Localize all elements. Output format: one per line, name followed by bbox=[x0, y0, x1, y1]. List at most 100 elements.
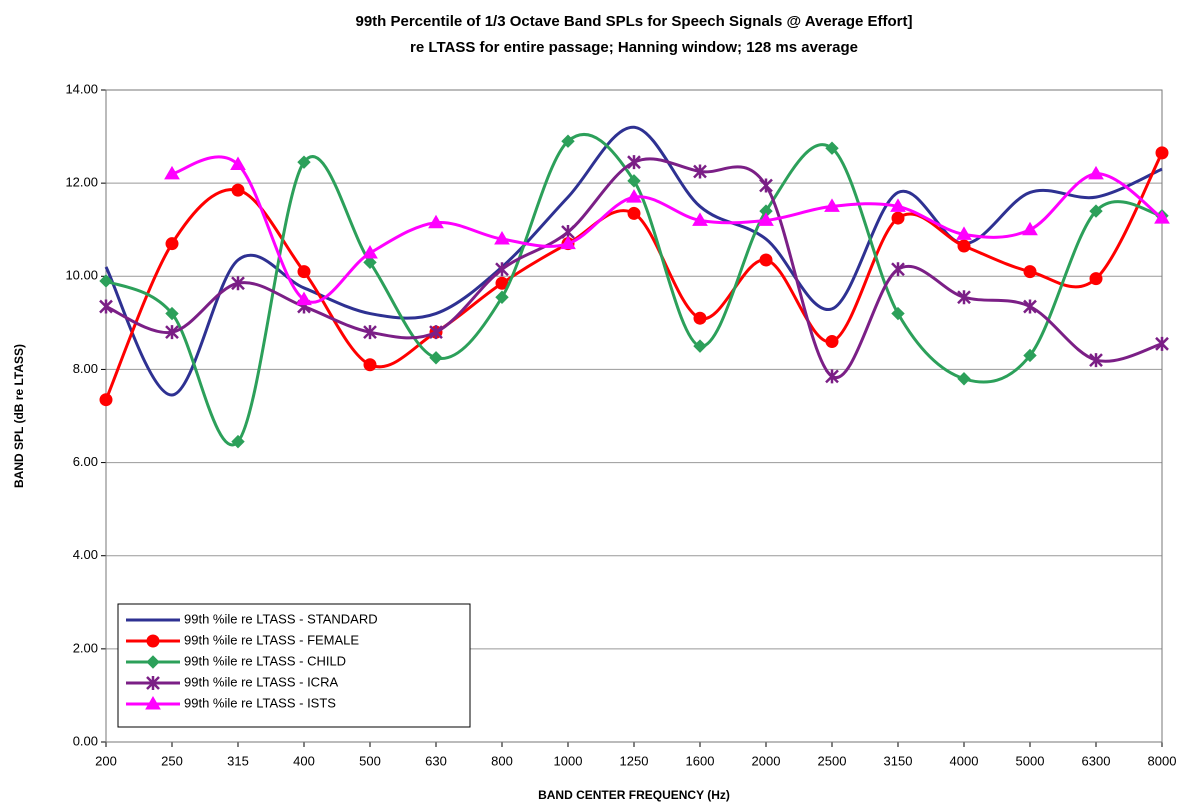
x-tick-label: 3150 bbox=[884, 753, 913, 768]
marker bbox=[297, 265, 311, 279]
series-line bbox=[171, 155, 1163, 304]
marker bbox=[1089, 204, 1103, 218]
marker bbox=[230, 156, 246, 171]
marker bbox=[891, 306, 905, 321]
marker bbox=[146, 634, 160, 648]
y-tick-label: 12.00 bbox=[65, 175, 98, 190]
marker bbox=[561, 134, 575, 148]
marker bbox=[825, 334, 839, 348]
series-line bbox=[105, 157, 1163, 380]
y-tick-label: 2.00 bbox=[73, 640, 98, 655]
marker bbox=[1155, 336, 1169, 351]
marker bbox=[297, 155, 311, 169]
marker bbox=[429, 351, 443, 365]
x-tick-label: 400 bbox=[293, 753, 315, 768]
x-tick-label: 1000 bbox=[554, 753, 583, 768]
x-tick-label: 1250 bbox=[620, 753, 649, 768]
y-tick-label: 10.00 bbox=[65, 268, 98, 283]
marker bbox=[363, 255, 377, 270]
marker bbox=[626, 189, 642, 203]
marker bbox=[1089, 272, 1103, 286]
marker bbox=[627, 206, 641, 220]
x-tick-label: 5000 bbox=[1016, 753, 1045, 768]
marker bbox=[495, 290, 509, 304]
marker bbox=[363, 325, 377, 340]
marker bbox=[99, 274, 113, 288]
marker bbox=[759, 253, 773, 267]
marker bbox=[1089, 353, 1103, 368]
marker bbox=[164, 165, 180, 180]
marker bbox=[891, 211, 905, 225]
x-tick-label: 630 bbox=[425, 753, 447, 768]
chart-title: 99th Percentile of 1/3 Octave Band SPLs … bbox=[355, 13, 912, 30]
marker bbox=[428, 214, 444, 229]
x-tick-label: 800 bbox=[491, 753, 513, 768]
marker bbox=[165, 325, 179, 340]
marker bbox=[956, 226, 972, 240]
marker bbox=[146, 676, 160, 690]
marker bbox=[693, 311, 707, 325]
x-tick-label: 4000 bbox=[950, 753, 979, 768]
marker bbox=[231, 434, 245, 449]
marker bbox=[825, 369, 839, 384]
marker bbox=[957, 239, 971, 253]
x-tick-label: 250 bbox=[161, 753, 183, 768]
marker bbox=[363, 358, 377, 372]
y-tick-label: 4.00 bbox=[73, 547, 98, 562]
marker bbox=[692, 212, 708, 226]
marker bbox=[1155, 146, 1169, 160]
series bbox=[99, 133, 1169, 449]
marker bbox=[231, 183, 245, 197]
marker bbox=[1023, 348, 1037, 363]
marker bbox=[99, 299, 113, 314]
plot-frame bbox=[105, 89, 1163, 743]
marker bbox=[231, 276, 245, 291]
series-line bbox=[104, 152, 1164, 401]
marker bbox=[1022, 221, 1038, 236]
legend-box bbox=[117, 603, 471, 728]
marker bbox=[560, 235, 576, 250]
x-tick-label: 315 bbox=[227, 753, 249, 768]
y-tick-label: 8.00 bbox=[73, 361, 98, 376]
marker bbox=[495, 262, 509, 277]
x-tick-label: 200 bbox=[95, 753, 117, 768]
marker bbox=[627, 155, 641, 170]
x-tick-label: 2000 bbox=[752, 753, 781, 768]
marker bbox=[957, 290, 971, 305]
marker bbox=[145, 696, 161, 710]
marker bbox=[891, 262, 905, 277]
marker bbox=[165, 237, 179, 251]
marker bbox=[494, 231, 510, 245]
y-axis-label: BAND SPL (dB re LTASS) bbox=[12, 344, 26, 488]
x-tick-label: 500 bbox=[359, 753, 381, 768]
x-tick-label: 1600 bbox=[686, 753, 715, 768]
y-tick-label: 14.00 bbox=[65, 81, 98, 96]
marker bbox=[1023, 265, 1037, 279]
chart-subtitle: re LTASS for entire passage; Hanning win… bbox=[410, 39, 858, 56]
marker bbox=[296, 291, 312, 306]
legend-label: 99th %ile re LTASS - CHILD bbox=[184, 653, 346, 668]
marker bbox=[693, 164, 707, 179]
y-tick-label: 0.00 bbox=[73, 733, 98, 748]
marker bbox=[693, 339, 707, 353]
marker bbox=[1023, 299, 1037, 314]
legend-label: 99th %ile re LTASS - ICRA bbox=[184, 674, 338, 689]
x-tick-label: 6300 bbox=[1082, 753, 1111, 768]
marker bbox=[957, 372, 971, 386]
marker bbox=[890, 198, 906, 212]
marker bbox=[165, 306, 179, 321]
marker bbox=[1154, 210, 1170, 224]
marker bbox=[825, 141, 839, 155]
legend-label: 99th %ile re LTASS - ISTS bbox=[184, 695, 336, 710]
series bbox=[99, 146, 1169, 407]
y-tick-label: 6.00 bbox=[73, 454, 98, 469]
marker bbox=[758, 212, 774, 226]
legend-label: 99th %ile re LTASS - STANDARD bbox=[184, 611, 378, 626]
x-axis-label: BAND CENTER FREQUENCY (Hz) bbox=[538, 788, 730, 802]
marker bbox=[146, 655, 160, 669]
series bbox=[164, 155, 1170, 306]
marker bbox=[759, 178, 773, 193]
marker bbox=[362, 245, 378, 259]
x-tick-label: 2500 bbox=[818, 753, 847, 768]
